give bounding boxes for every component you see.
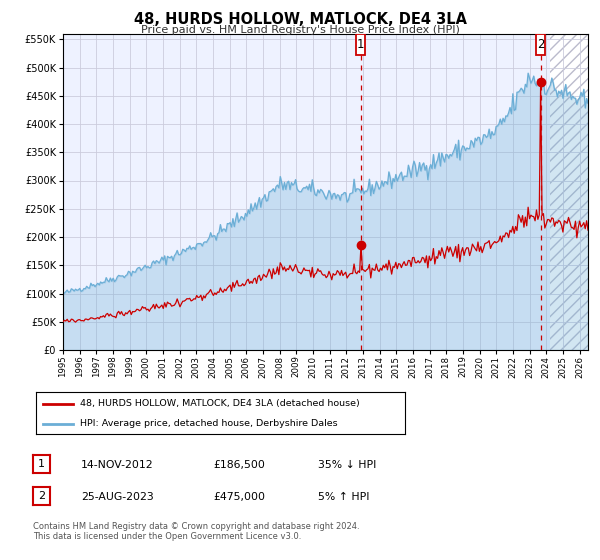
Text: 25-AUG-2023: 25-AUG-2023 (81, 492, 154, 502)
Text: 35% ↓ HPI: 35% ↓ HPI (318, 460, 376, 470)
Text: Price paid vs. HM Land Registry's House Price Index (HPI): Price paid vs. HM Land Registry's House … (140, 25, 460, 35)
Text: HPI: Average price, detached house, Derbyshire Dales: HPI: Average price, detached house, Derb… (80, 419, 338, 428)
Text: £186,500: £186,500 (213, 460, 265, 470)
FancyBboxPatch shape (356, 34, 365, 55)
Text: 2: 2 (537, 38, 544, 51)
Text: Contains HM Land Registry data © Crown copyright and database right 2024.
This d: Contains HM Land Registry data © Crown c… (33, 522, 359, 542)
Text: 5% ↑ HPI: 5% ↑ HPI (318, 492, 370, 502)
Text: £475,000: £475,000 (213, 492, 265, 502)
Text: 1: 1 (38, 459, 45, 469)
Text: 48, HURDS HOLLOW, MATLOCK, DE4 3LA (detached house): 48, HURDS HOLLOW, MATLOCK, DE4 3LA (deta… (80, 399, 360, 408)
Text: 48, HURDS HOLLOW, MATLOCK, DE4 3LA: 48, HURDS HOLLOW, MATLOCK, DE4 3LA (133, 12, 467, 27)
Text: 1: 1 (357, 38, 365, 51)
Text: 2: 2 (38, 491, 45, 501)
FancyBboxPatch shape (536, 34, 545, 55)
Text: 14-NOV-2012: 14-NOV-2012 (81, 460, 154, 470)
